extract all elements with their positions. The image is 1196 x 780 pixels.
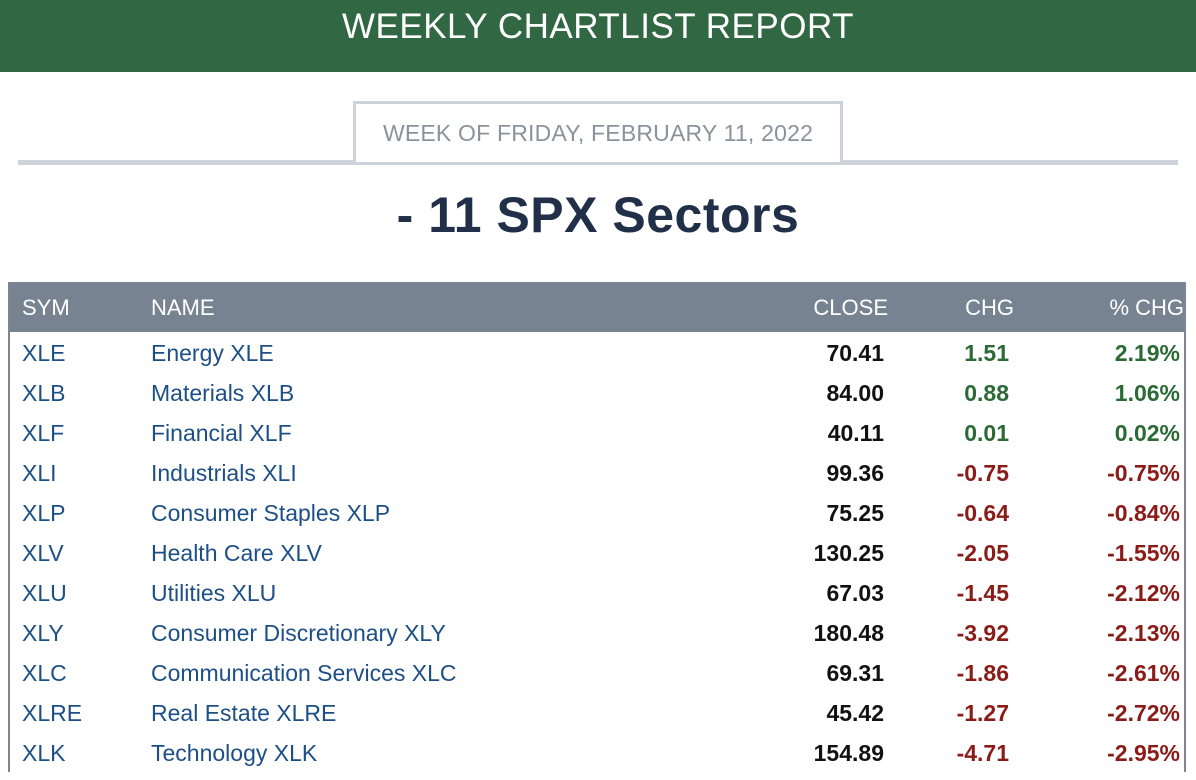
column-header-close: CLOSE — [813, 295, 888, 320]
close-value: 45.42 — [826, 700, 884, 726]
pct-chg-value: 0.02% — [1114, 420, 1180, 446]
table-row: XLV Health Care XLV 130.25 -2.05 -1.55% — [10, 533, 1184, 573]
sectors-table: SYM NAME CLOSE CHG % CHG XLE Energy XLE 70… — [8, 282, 1186, 772]
name-link[interactable]: Financial XLF — [151, 420, 292, 446]
report-title: WEEKLY CHARTLIST REPORT — [341, 7, 854, 46]
chg-value: -1.86 — [956, 660, 1009, 686]
sym-link[interactable]: XLF — [22, 420, 65, 446]
sym-link[interactable]: XLC — [22, 660, 67, 686]
sym-link[interactable]: XLB — [22, 380, 66, 406]
report-banner: WEEKLY CHARTLIST REPORT — [0, 0, 1196, 72]
pct-chg-value: -2.61% — [1107, 660, 1180, 686]
section-title: - 11 SPX Sectors — [396, 187, 800, 243]
sym-link[interactable]: XLU — [22, 580, 67, 606]
table-row: XLK Technology XLK 154.89 -4.71 -2.95% — [10, 733, 1184, 773]
pct-chg-value: -2.13% — [1107, 620, 1180, 646]
sym-link[interactable]: XLK — [22, 740, 66, 766]
table-row: XLF Financial XLF 40.11 0.01 0.02% — [10, 413, 1184, 453]
name-link[interactable]: Energy XLE — [151, 340, 274, 366]
sym-link[interactable]: XLI — [22, 460, 57, 486]
chg-value: -4.71 — [956, 740, 1009, 766]
week-divider — [18, 160, 1178, 165]
table-row: XLE Energy XLE 70.41 1.51 2.19% — [10, 333, 1184, 373]
chg-value: 1.51 — [964, 340, 1009, 366]
name-link[interactable]: Health Care XLV — [151, 540, 322, 566]
close-value: 180.48 — [813, 620, 884, 646]
chg-value: 0.01 — [964, 420, 1009, 446]
column-header-sym: SYM — [22, 295, 70, 320]
name-link[interactable]: Utilities XLU — [151, 580, 277, 606]
column-header-name: NAME — [151, 295, 215, 320]
name-link[interactable]: Real Estate XLRE — [151, 700, 337, 726]
name-link[interactable]: Industrials XLI — [151, 460, 297, 486]
close-value: 154.89 — [813, 740, 884, 766]
chg-value: -2.05 — [956, 540, 1009, 566]
table-row: XLB Materials XLB 84.00 0.88 1.06% — [10, 373, 1184, 413]
chg-value: -1.45 — [956, 580, 1009, 606]
sym-link[interactable]: XLY — [22, 620, 64, 646]
pct-chg-value: 2.19% — [1114, 340, 1180, 366]
close-value: 67.03 — [826, 580, 884, 606]
pct-chg-value: -0.75% — [1107, 460, 1180, 486]
close-value: 69.31 — [826, 660, 884, 686]
pct-chg-value: 1.06% — [1114, 380, 1180, 406]
sym-link[interactable]: XLRE — [22, 700, 83, 726]
chg-value: -0.64 — [956, 500, 1009, 526]
week-box: WEEK OF FRIDAY, FEBRUARY 11, 2022 — [353, 101, 843, 162]
table-row: XLY Consumer Discretionary XLY 180.48 -3.92… — [10, 613, 1184, 653]
name-link[interactable]: Consumer Staples XLP — [151, 500, 391, 526]
table-row: XLP Consumer Staples XLP 75.25 -0.64 -0.84% — [10, 493, 1184, 533]
close-value: 130.25 — [813, 540, 884, 566]
sym-link[interactable]: XLP — [22, 500, 66, 526]
close-value: 70.41 — [826, 340, 884, 366]
name-link[interactable]: Consumer Discretionary XLY — [151, 620, 446, 646]
week-label: WEEK OF FRIDAY, FEBRUARY 11, 2022 — [382, 119, 814, 146]
sym-link[interactable]: XLV — [22, 540, 64, 566]
pct-chg-value: -2.95% — [1107, 740, 1180, 766]
name-link[interactable]: Communication Services XLC — [151, 660, 457, 686]
table-row: XLC Communication Services XLC 69.31 -1.86 -… — [10, 653, 1184, 693]
chg-value: -0.75 — [956, 460, 1009, 486]
column-header-chg: CHG — [965, 295, 1014, 320]
table-header: SYM NAME CLOSE CHG % CHG — [10, 284, 1184, 332]
pct-chg-value: -0.84% — [1107, 500, 1180, 526]
sym-link[interactable]: XLE — [22, 340, 66, 366]
table-body: XLE Energy XLE 70.41 1.51 2.19% XLB Materials … — [10, 333, 1184, 773]
chg-value: 0.88 — [964, 380, 1009, 406]
table-row: XLI Industrials XLI 99.36 -0.75 -0.75% — [10, 453, 1184, 493]
pct-chg-value: -1.55% — [1107, 540, 1180, 566]
close-value: 75.25 — [826, 500, 884, 526]
pct-chg-value: -2.72% — [1107, 700, 1180, 726]
chg-value: -1.27 — [956, 700, 1009, 726]
table-row: XLU Utilities XLU 67.03 -1.45 -2.12% — [10, 573, 1184, 613]
name-link[interactable]: Technology XLK — [151, 740, 318, 766]
table-row: XLRE Real Estate XLRE 45.42 -1.27 -2.72% — [10, 693, 1184, 733]
chg-value: -3.92 — [956, 620, 1009, 646]
column-header-pct-chg: % CHG — [1109, 295, 1184, 320]
name-link[interactable]: Materials XLB — [151, 380, 295, 406]
close-value: 40.11 — [827, 420, 884, 446]
close-value: 84.00 — [826, 380, 884, 406]
close-value: 99.36 — [826, 460, 884, 486]
pct-chg-value: -2.12% — [1107, 580, 1180, 606]
